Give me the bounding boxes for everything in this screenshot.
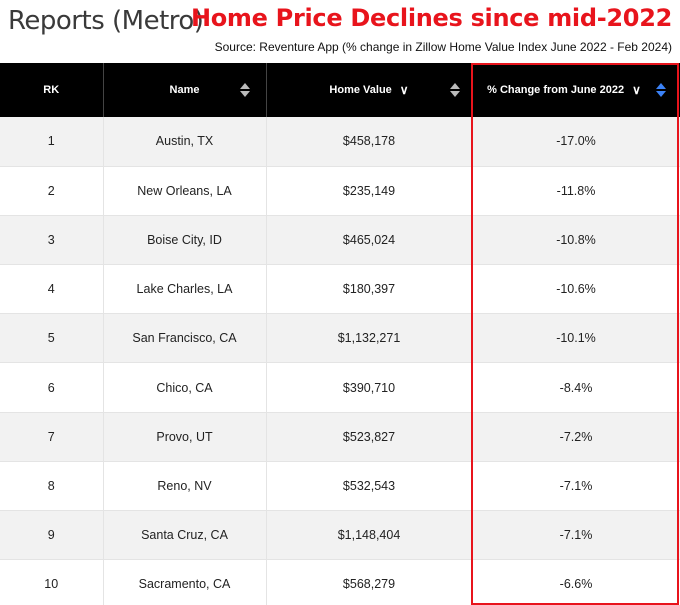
cell-home-value: $523,827 [266, 412, 473, 462]
sort-active-icon[interactable] [655, 83, 666, 97]
cell-name: Austin, TX [103, 117, 267, 167]
column-header-home-value[interactable]: Home Value ∨ [266, 63, 473, 117]
cell-change: -6.6% [472, 559, 680, 605]
sort-icon[interactable] [239, 83, 250, 97]
cell-rank: 5 [0, 313, 104, 364]
table-header-row: RK Name Home Value ∨ % Change from [0, 63, 680, 117]
page-title: Reports (Metro) [8, 6, 204, 36]
table-row[interactable]: 2 New Orleans, LA $235,149 -11.8% [0, 166, 680, 216]
cell-change: -10.8% [472, 215, 680, 266]
chevron-down-icon[interactable]: ∨ [399, 83, 409, 97]
cell-rank: 3 [0, 215, 104, 266]
column-header-label: Home Value [329, 84, 392, 96]
cell-rank: 2 [0, 166, 104, 216]
cell-name: New Orleans, LA [103, 166, 267, 216]
cell-name: Boise City, ID [103, 215, 267, 266]
cell-rank: 9 [0, 510, 104, 561]
cell-change: -11.8% [472, 166, 680, 216]
cell-home-value: $532,543 [266, 461, 473, 512]
column-header-label: % Change from June 2022 [487, 84, 625, 96]
table-row[interactable]: 10 Sacramento, CA $568,279 -6.6% [0, 559, 680, 605]
table-row[interactable]: 5 San Francisco, CA $1,132,271 -10.1% [0, 313, 680, 364]
cell-change: -10.1% [472, 313, 680, 364]
cell-rank: 4 [0, 264, 104, 315]
table-row[interactable]: 8 Reno, NV $532,543 -7.1% [0, 461, 680, 512]
cell-rank: 10 [0, 559, 104, 605]
cell-rank: 8 [0, 461, 104, 512]
headline: Home Price Declines since mid-2022 [190, 4, 672, 32]
cell-name: Reno, NV [103, 461, 267, 512]
cell-home-value: $568,279 [266, 559, 473, 605]
cell-home-value: $1,148,404 [266, 510, 473, 561]
cell-home-value: $235,149 [266, 166, 473, 216]
cell-change: -7.1% [472, 510, 680, 561]
cell-change: -10.6% [472, 264, 680, 315]
cell-change: -17.0% [472, 117, 680, 167]
cell-home-value: $458,178 [266, 117, 473, 167]
cell-name: Provo, UT [103, 412, 267, 462]
cell-rank: 1 [0, 117, 104, 167]
table-row[interactable]: 9 Santa Cruz, CA $1,148,404 -7.1% [0, 510, 680, 561]
cell-rank: 6 [0, 362, 104, 413]
cell-name: Sacramento, CA [103, 559, 267, 605]
table-row[interactable]: 4 Lake Charles, LA $180,397 -10.6% [0, 264, 680, 315]
table-row[interactable]: 3 Boise City, ID $465,024 -10.8% [0, 215, 680, 266]
cell-name: Lake Charles, LA [103, 264, 267, 315]
cell-name: Santa Cruz, CA [103, 510, 267, 561]
table-row[interactable]: 7 Provo, UT $523,827 -7.2% [0, 412, 680, 462]
cell-home-value: $465,024 [266, 215, 473, 266]
cell-home-value: $390,710 [266, 362, 473, 413]
column-header-label: RK [43, 84, 60, 96]
table-row[interactable]: 6 Chico, CA $390,710 -8.4% [0, 362, 680, 413]
cell-rank: 7 [0, 412, 104, 462]
table-row[interactable]: 1 Austin, TX $458,178 -17.0% [0, 117, 680, 167]
column-header-rank[interactable]: RK [0, 63, 104, 117]
source-note: Source: Reventure App (% change in Zillo… [214, 40, 672, 54]
reports-table: RK Name Home Value ∨ % Change from [0, 63, 680, 605]
column-header-name[interactable]: Name [103, 63, 267, 117]
column-header-change[interactable]: % Change from June 2022 ∨ [472, 63, 680, 117]
cell-name: San Francisco, CA [103, 313, 267, 364]
cell-change: -7.1% [472, 461, 680, 512]
cell-home-value: $1,132,271 [266, 313, 473, 364]
chevron-down-icon[interactable]: ∨ [632, 83, 641, 97]
cell-change: -8.4% [472, 362, 680, 413]
column-header-label: Name [169, 84, 200, 96]
cell-name: Chico, CA [103, 362, 267, 413]
sort-icon[interactable] [449, 83, 460, 97]
cell-change: -7.2% [472, 412, 680, 462]
cell-home-value: $180,397 [266, 264, 473, 315]
